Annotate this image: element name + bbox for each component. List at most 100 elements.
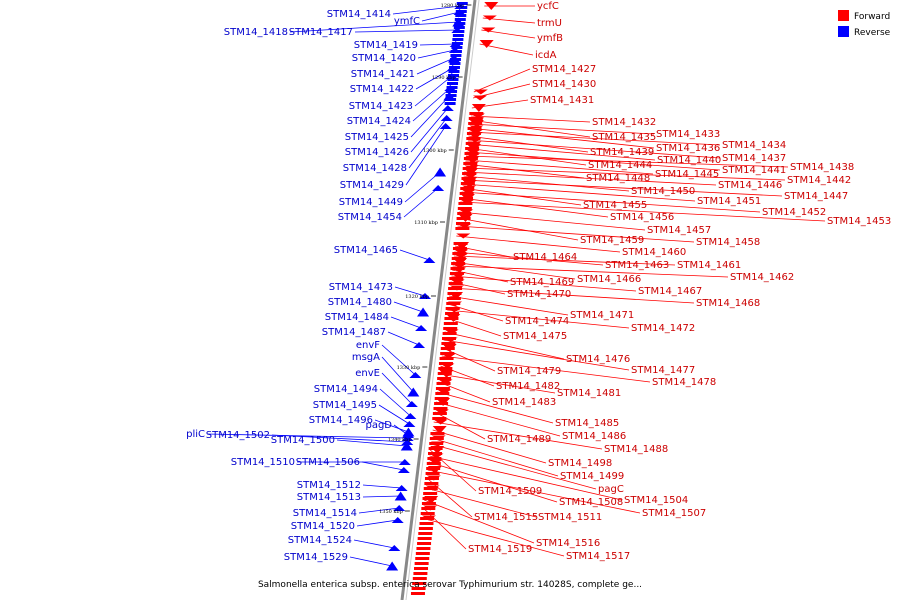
reverse-gene-stm14_1484: [415, 325, 428, 331]
leader-line-stm14_1508: [428, 461, 558, 503]
reverse-gene-block: [444, 102, 456, 105]
gene-label-stm14_1428: STM14_1428: [343, 163, 407, 174]
gene-label-stm14_1464: STM14_1464: [513, 252, 577, 263]
tick-label: 1340 kbp: [388, 437, 412, 443]
leader-line-stm14_1421: [416, 57, 455, 75]
forward-gene-block: [445, 307, 460, 310]
gene-label-stm14_1512: STM14_1512: [297, 480, 361, 491]
forward-gene-block: [426, 462, 441, 465]
forward-gene-ycfc: [484, 2, 499, 10]
forward-gene-block: [448, 287, 463, 290]
forward-gene-stm14_1427: [473, 89, 488, 95]
gene-label-stm14_1437: STM14_1437: [722, 153, 786, 164]
leader-line-stm14_1496: [374, 419, 409, 433]
gene-label-stm14_1504: STM14_1504: [624, 495, 688, 506]
gene-label-stm14_1422: STM14_1422: [350, 84, 414, 95]
reverse-gene-block: [447, 74, 459, 77]
leader-line-stm14_1445: [465, 159, 654, 175]
gene-label-stm14_1498: STM14_1498: [548, 458, 612, 469]
gene-label-stm14_1509: STM14_1509: [478, 486, 542, 497]
gene-label-stm14_1515: STM14_1515: [474, 512, 538, 523]
gene-label-stm14_1471: STM14_1471: [570, 310, 634, 321]
gene-label-stm14_1446: STM14_1446: [718, 180, 782, 191]
reverse-gene-block: [447, 78, 459, 81]
leader-line-stm14_1468: [449, 287, 695, 304]
leader-line-stm14_1459: [458, 217, 579, 241]
forward-gene-block: [432, 417, 447, 420]
reverse-gene-envf: [409, 372, 422, 378]
gene-label-ymfb: ymfB: [537, 33, 563, 44]
genome-backbone-edge: [405, 0, 480, 600]
gene-label-stm14_1496: STM14_1496: [309, 415, 373, 426]
forward-gene-block: [412, 577, 427, 580]
leader-line-stm14_1438: [466, 155, 789, 168]
gene-label-stm14_1460: STM14_1460: [622, 247, 686, 258]
leader-line-ymfc: [421, 11, 460, 22]
leader-line-stm14_1419: [419, 43, 456, 46]
gene-label-stm14_1468: STM14_1468: [696, 298, 760, 309]
leader-line-stm14_1420: [417, 49, 456, 59]
forward-gene-block: [411, 587, 426, 590]
forward-gene-block: [457, 207, 472, 210]
leader-line-stm14_1436: [469, 127, 655, 149]
leader-line-stm14_1480: [393, 301, 424, 313]
forward-gene-block: [462, 172, 477, 175]
gene-label-stm14_1439: STM14_1439: [590, 147, 654, 158]
gene-label-stm14_1507: STM14_1507: [642, 508, 706, 519]
gene-label-stm14_1429: STM14_1429: [340, 180, 404, 191]
reverse-gene-block: [451, 42, 463, 45]
reverse-gene-stm14_1473: [418, 293, 431, 299]
leader-line-stm14_1495: [378, 404, 410, 425]
gene-label-stm14_1506: STM14_1506: [296, 457, 360, 468]
leader-line-stm14_1447: [463, 179, 783, 197]
gene-label-stm14_1479: STM14_1479: [497, 366, 561, 377]
leader-line-stm14_1471: [448, 295, 569, 316]
reverse-gene-block: [456, 2, 468, 5]
leader-line-stm14_1458: [457, 225, 695, 243]
forward-gene-block: [434, 402, 449, 405]
gene-label-stm14_1469: STM14_1469: [510, 277, 574, 288]
gene-label-stm14_1513: STM14_1513: [297, 492, 361, 503]
forward-gene-block: [468, 117, 483, 120]
forward-gene-block: [449, 272, 464, 275]
gene-label-stm14_1485: STM14_1485: [555, 418, 619, 429]
leader-line-stm14_1499: [431, 437, 559, 477]
gene-label-stm14_1458: STM14_1458: [696, 237, 760, 248]
forward-gene-block: [428, 452, 443, 455]
forward-gene-block: [440, 352, 455, 355]
gene-label-stm14_1529: STM14_1529: [284, 552, 348, 563]
forward-gene-block: [421, 507, 436, 510]
leader-line-stm14_1429: [405, 125, 447, 186]
forward-gene-block: [425, 472, 440, 475]
forward-gene-block: [465, 142, 480, 145]
gene-label-stm14_1436: STM14_1436: [656, 143, 720, 154]
reverse-gene-block: [452, 34, 464, 37]
gene-label-stm14_1476: STM14_1476: [566, 354, 630, 365]
legend-forward-label: Forward: [854, 12, 890, 22]
forward-gene-block: [455, 227, 470, 230]
leader-line-stm14_1461: [453, 255, 676, 266]
forward-gene-block: [468, 122, 483, 125]
forward-gene-stm14_1430: [473, 95, 488, 101]
reverse-gene-plic: [401, 435, 414, 441]
forward-gene-block: [417, 537, 432, 540]
reverse-gene-block: [448, 70, 460, 73]
forward-gene-block: [415, 557, 430, 560]
reverse-gene-stm14_1506: [397, 467, 410, 473]
gene-label-stm14_1453: STM14_1453: [827, 216, 891, 227]
gene-label-stm14_1465: STM14_1465: [334, 245, 398, 256]
gene-label-stm14_1447: STM14_1447: [784, 191, 848, 202]
forward-gene-block: [424, 477, 439, 480]
forward-gene-block: [434, 397, 449, 400]
forward-gene-block: [465, 147, 480, 150]
forward-gene-block: [462, 167, 477, 170]
leader-line-stm14_1452: [461, 191, 761, 213]
forward-gene-block: [444, 317, 459, 320]
gene-label-stm14_1433: STM14_1433: [656, 129, 720, 140]
leader-line-stm14_1432: [470, 115, 591, 123]
tick-label: 1320 kbp: [405, 294, 429, 300]
gene-label-stm14_1423: STM14_1423: [349, 101, 413, 112]
forward-gene-block: [446, 297, 461, 300]
leader-line-stm14_1500: [336, 439, 407, 447]
gene-label-stm14_1438: STM14_1438: [790, 162, 854, 173]
